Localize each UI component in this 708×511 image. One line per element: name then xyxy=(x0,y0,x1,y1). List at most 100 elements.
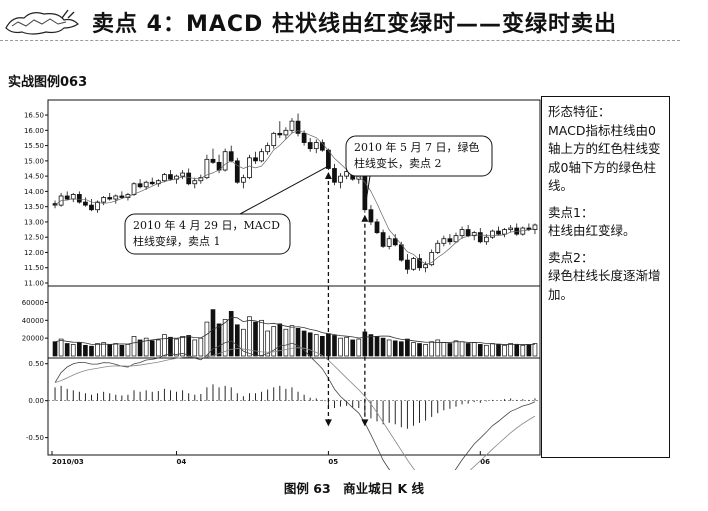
pattern-title: 形态特征： xyxy=(548,104,611,119)
volume-bar xyxy=(253,321,258,357)
volume-bar xyxy=(453,340,459,357)
volume-bar xyxy=(241,328,246,357)
candle xyxy=(253,151,258,164)
candle-body xyxy=(113,195,119,200)
candle-body xyxy=(429,252,435,266)
candle-body xyxy=(441,238,447,244)
price-tick-label: 11.50 xyxy=(24,264,44,272)
annotation-text: 柱线变长，卖点 2 xyxy=(354,156,442,170)
volume-bar xyxy=(174,338,179,357)
candle xyxy=(247,154,252,180)
candle xyxy=(143,180,149,190)
candle-body xyxy=(508,227,514,230)
candle xyxy=(149,177,155,186)
candle xyxy=(423,261,428,273)
candle-body xyxy=(483,236,489,243)
volume-bar xyxy=(149,340,155,357)
macd-dif-line xyxy=(54,340,536,470)
macd-tick-label: -0.50 xyxy=(26,434,44,442)
candle xyxy=(101,195,107,206)
price-tick-label: 15.50 xyxy=(24,142,44,150)
volume-bar xyxy=(58,338,64,357)
volume-bar xyxy=(89,345,94,357)
candle xyxy=(411,257,416,271)
volume-bar xyxy=(192,339,198,357)
price-tick-label: 16.50 xyxy=(24,112,44,120)
candle-body xyxy=(295,120,301,134)
volume-bar xyxy=(532,343,538,357)
candle xyxy=(441,235,447,247)
volume-bar xyxy=(496,344,501,357)
candle xyxy=(435,240,441,254)
candle xyxy=(313,139,319,154)
volume-bar xyxy=(155,339,161,357)
candle-body xyxy=(198,177,204,182)
sell-point-1-text: 柱线由红变绿。 xyxy=(548,223,636,238)
candle-body xyxy=(326,149,331,169)
candle-body xyxy=(240,177,246,183)
volume-bar xyxy=(423,344,428,357)
pattern-text: MACD指标柱线由0轴上方的红色柱线变成0轴下方的绿色柱线。 xyxy=(548,122,661,194)
volume-tick-label: 40000 xyxy=(22,317,44,325)
candle xyxy=(259,148,264,163)
annotation-callout xyxy=(345,135,493,177)
volume-bar xyxy=(508,343,513,357)
candle xyxy=(186,168,192,186)
sell-point-2-text: 绿色柱线长度逐渐增加。 xyxy=(548,268,661,302)
candle-body xyxy=(89,204,94,211)
volume-bar xyxy=(447,343,453,357)
candle-body xyxy=(253,157,258,162)
candle-body xyxy=(64,195,70,200)
volume-bar xyxy=(131,336,137,357)
sell-point-2-block: 卖点2： 绿色柱线长度逐渐增加。 xyxy=(548,249,663,305)
candle xyxy=(514,223,520,236)
candle xyxy=(180,170,185,180)
candle xyxy=(374,218,380,235)
volume-bar xyxy=(514,344,520,357)
candle-body xyxy=(423,264,428,269)
candle xyxy=(265,142,271,155)
candle-body xyxy=(95,201,100,211)
candle-body xyxy=(283,129,289,136)
volume-bar xyxy=(228,311,234,357)
volume-bar xyxy=(417,343,422,357)
volume-bar xyxy=(332,335,337,357)
price-tick-label: 13.00 xyxy=(24,218,44,226)
candle xyxy=(465,224,471,238)
price-tick-label: 14.50 xyxy=(24,173,44,181)
bull-logo-icon xyxy=(5,9,79,35)
candle xyxy=(168,170,173,181)
candle-body xyxy=(76,194,82,203)
volume-bar xyxy=(526,344,532,357)
volume-tick-label: 20000 xyxy=(22,335,44,343)
candle-body xyxy=(137,183,143,188)
price-tick-label: 11.00 xyxy=(24,280,44,288)
volume-bar xyxy=(471,342,477,357)
volume-bar xyxy=(313,334,319,357)
volume-bar xyxy=(70,344,76,357)
candle xyxy=(240,174,246,189)
candle-body xyxy=(332,168,337,183)
macd-dea-line xyxy=(54,347,536,470)
sell-point-2-title: 卖点2： xyxy=(548,249,594,265)
sell-point-1-title: 卖点1： xyxy=(548,204,594,220)
volume-bar xyxy=(143,337,149,357)
annotation-pointer xyxy=(239,165,329,215)
candle xyxy=(477,228,483,244)
price-tick-label: 12.50 xyxy=(24,234,44,242)
volume-bar xyxy=(180,336,185,357)
candle-body xyxy=(477,232,483,243)
candle-body xyxy=(228,151,234,162)
candle-body xyxy=(405,259,410,270)
volume-bar xyxy=(405,338,410,357)
volume-bar xyxy=(283,328,289,357)
volume-bar xyxy=(83,344,88,357)
candle xyxy=(198,174,204,184)
candle-body xyxy=(186,172,192,185)
x-tick-label: 05 xyxy=(328,458,338,466)
volume-bar xyxy=(380,337,386,357)
candle xyxy=(392,234,398,247)
signal-arrow-up xyxy=(361,214,369,222)
candle xyxy=(532,223,538,235)
volume-bar xyxy=(374,336,380,357)
